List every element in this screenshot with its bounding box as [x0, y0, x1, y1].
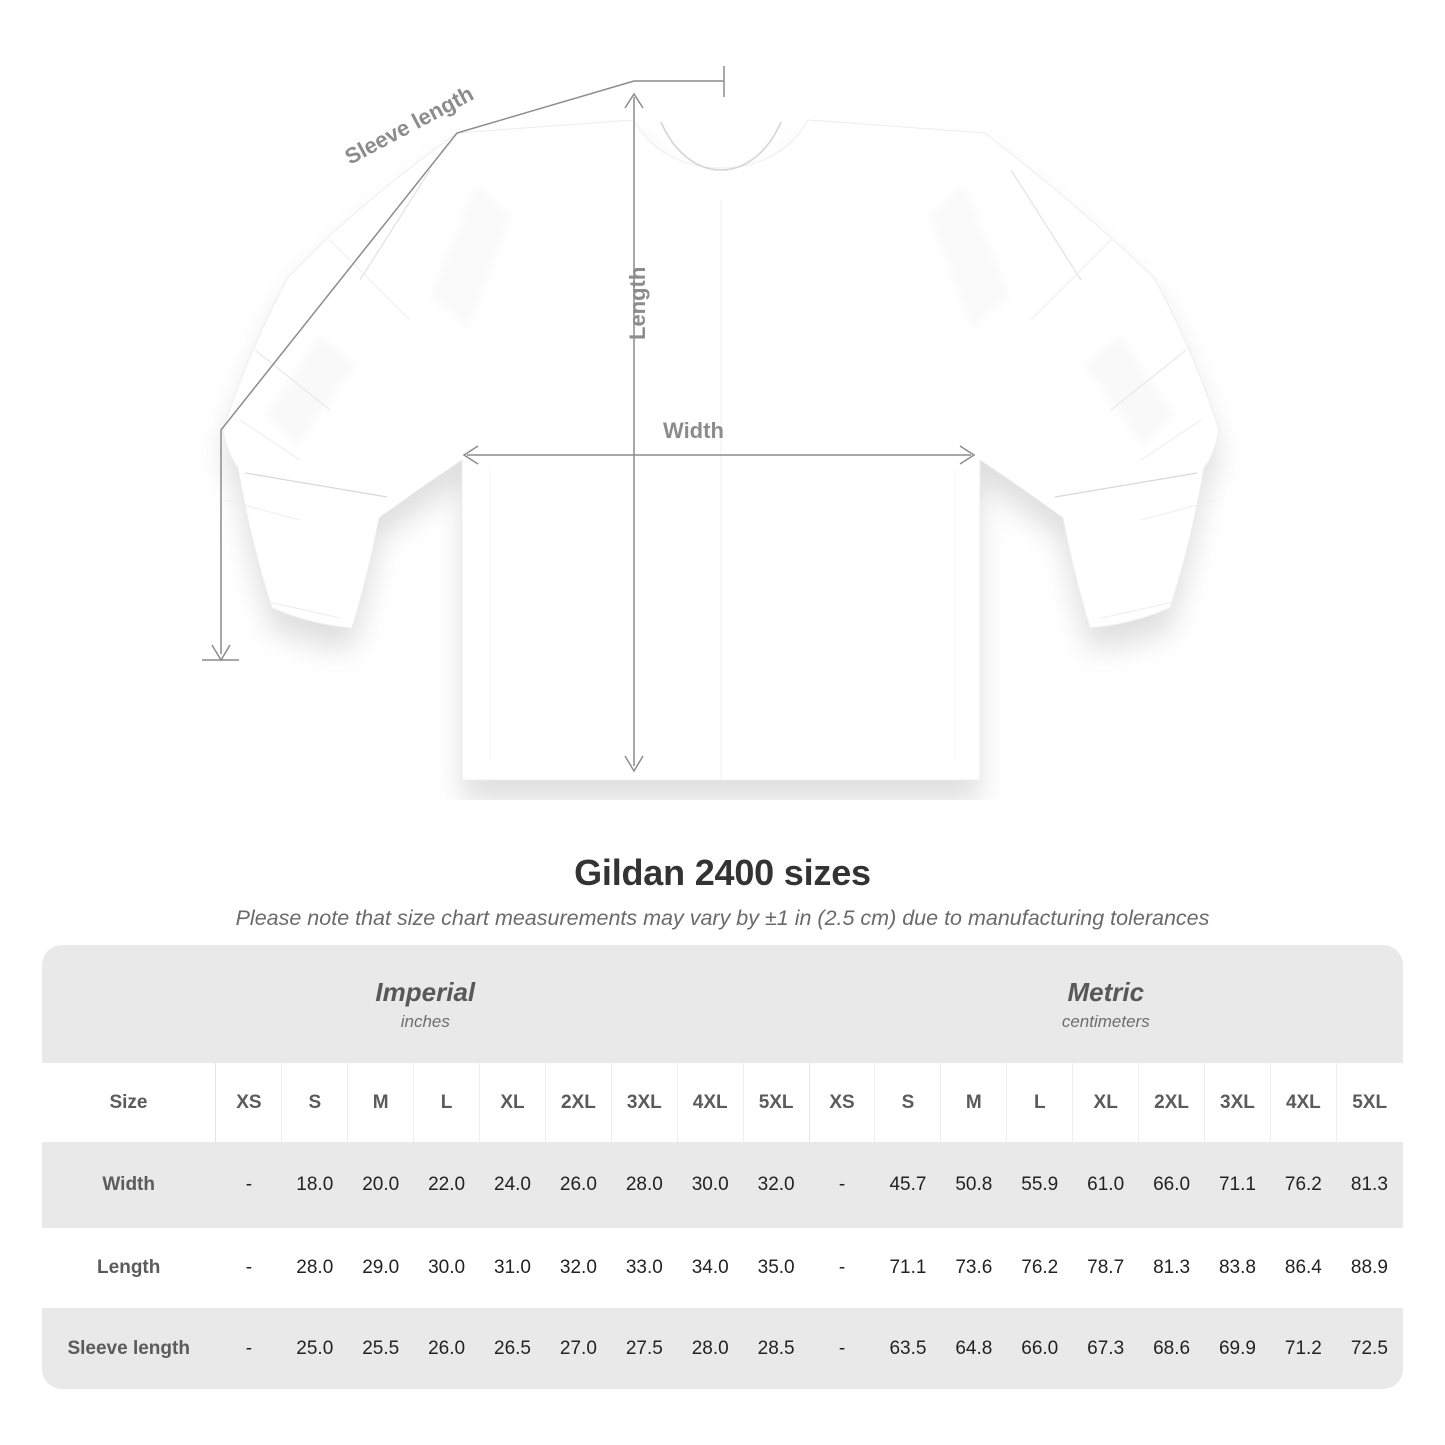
svg-text:Length: Length — [625, 267, 650, 340]
svg-text:Sleeve length: Sleeve length — [341, 81, 478, 170]
svg-text:Width: Width — [663, 418, 724, 443]
